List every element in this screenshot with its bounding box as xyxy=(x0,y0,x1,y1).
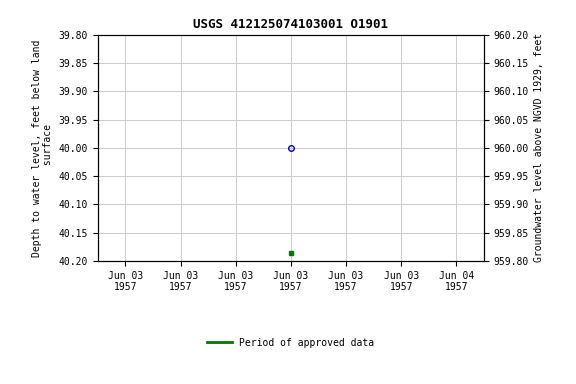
Title: USGS 412125074103001 O1901: USGS 412125074103001 O1901 xyxy=(194,18,388,31)
Legend: Period of approved data: Period of approved data xyxy=(203,334,378,351)
Y-axis label: Depth to water level, feet below land
 surface: Depth to water level, feet below land su… xyxy=(32,39,53,257)
Y-axis label: Groundwater level above NGVD 1929, feet: Groundwater level above NGVD 1929, feet xyxy=(535,33,544,262)
